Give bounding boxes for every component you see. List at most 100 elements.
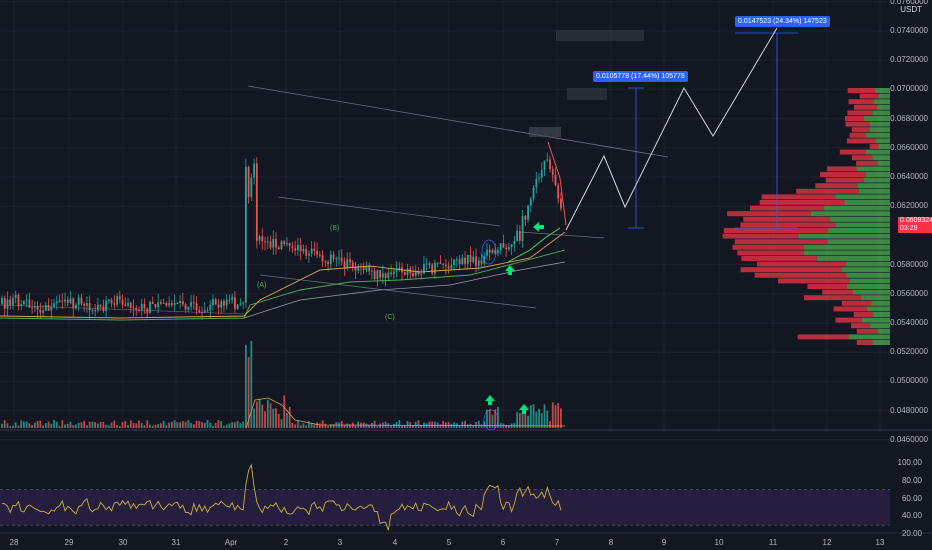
- volume-bar: [346, 423, 348, 428]
- bar-countdown: 03:29: [900, 225, 932, 233]
- candle-body: [83, 304, 85, 306]
- candle-body: [100, 305, 102, 307]
- candle-body: [327, 262, 329, 264]
- candle-body: [122, 300, 124, 305]
- candle-body: [344, 261, 346, 268]
- volume-bar: [220, 421, 222, 428]
- volume-bar: [182, 421, 184, 428]
- volume-bar: [190, 423, 192, 428]
- volume-bar: [144, 425, 146, 428]
- volume-bar: [124, 421, 126, 428]
- volume-bar: [305, 425, 307, 428]
- candle-body: [294, 248, 296, 250]
- candle-body: [461, 258, 463, 264]
- candle-body: [229, 300, 231, 301]
- candle-body: [53, 303, 55, 307]
- profile-bar-sell: [852, 127, 869, 132]
- candle-body: [176, 303, 178, 304]
- candle-body: [56, 302, 58, 303]
- volume-bar: [86, 425, 88, 428]
- profile-bar-sell: [856, 161, 877, 166]
- volume-bar: [283, 395, 285, 428]
- volume-bar: [122, 422, 124, 428]
- volume-bar: [160, 423, 162, 428]
- candle-body: [18, 295, 20, 306]
- time-tick-label: Apr: [225, 538, 237, 547]
- volume-bar: [75, 425, 77, 428]
- price-tick-label: 0.0520000: [890, 347, 928, 356]
- volume-bar: [204, 423, 206, 428]
- profile-bar-sell: [723, 234, 799, 239]
- candle-body: [442, 264, 444, 265]
- candle-body: [303, 249, 305, 251]
- volume-bar: [26, 422, 28, 428]
- volume-bar: [483, 421, 485, 428]
- candle-body: [456, 259, 458, 260]
- candle-body: [4, 298, 6, 309]
- volume-bar: [155, 425, 157, 428]
- candle-body: [198, 310, 200, 312]
- profile-bar-sell: [804, 295, 861, 300]
- volume-bar: [341, 421, 343, 428]
- volume-bar: [461, 422, 463, 428]
- candle-body: [108, 300, 110, 301]
- volume-bar: [97, 424, 99, 428]
- candle-body: [253, 164, 255, 178]
- time-tick-label: 11: [769, 538, 777, 547]
- profile-bar-sell: [848, 88, 876, 93]
- profile-bar-sell: [870, 144, 879, 149]
- volume-bar: [29, 423, 31, 428]
- candle-body: [489, 250, 491, 253]
- volume-bar: [9, 426, 11, 428]
- candle-body: [555, 175, 557, 185]
- volume-bar: [193, 424, 195, 428]
- trend-drawings: [0, 30, 798, 430]
- candle-body: [102, 306, 104, 311]
- volume-bar: [157, 424, 159, 428]
- profile-bar-sell: [807, 284, 846, 289]
- profile-bar-buy: [850, 278, 890, 283]
- measure-label-2[interactable]: 0.0147523 (24.34%) 147523: [735, 16, 830, 27]
- candle-body: [209, 305, 211, 310]
- profile-bar-sell: [851, 323, 870, 328]
- candle-body: [34, 306, 36, 307]
- price-tick-label: 0.0560000: [890, 289, 928, 298]
- time-tick-label: 4: [393, 538, 397, 547]
- volume-bar: [546, 411, 548, 428]
- profile-bar-sell: [854, 105, 877, 110]
- candle-body: [440, 263, 442, 264]
- candle-body: [256, 164, 258, 241]
- volume-bar: [278, 414, 280, 428]
- volume-bar: [138, 420, 140, 428]
- volume-bar: [239, 423, 241, 428]
- volume-bar: [250, 341, 252, 428]
- candle-body: [201, 312, 203, 313]
- candle-body: [23, 301, 25, 304]
- profile-bar-sell: [847, 138, 875, 143]
- candle-body: [48, 305, 50, 311]
- projection-zigzag: [566, 28, 777, 230]
- candle-body: [305, 249, 307, 256]
- profile-bar-buy: [879, 144, 890, 149]
- volume-bar: [237, 421, 239, 428]
- profile-bar-buy: [847, 284, 890, 289]
- candle-body: [330, 254, 332, 264]
- candle-body: [453, 259, 455, 265]
- candle-body: [434, 263, 436, 274]
- profile-bar-buy: [872, 155, 890, 160]
- profile-bar-buy: [877, 105, 890, 110]
- candle-body: [467, 255, 469, 264]
- candle-body: [511, 244, 513, 247]
- volume-bar: [429, 422, 431, 428]
- profile-bar-buy: [824, 206, 890, 211]
- currency-label[interactable]: USDT: [900, 5, 922, 14]
- volume-bar: [209, 423, 211, 428]
- candle-body: [215, 299, 217, 304]
- candle-body: [283, 241, 285, 243]
- candle-body: [86, 303, 88, 306]
- volume-bar: [31, 425, 33, 428]
- measure-label-1[interactable]: 0.0105778 (17.44%) 105778: [593, 71, 688, 82]
- candle-body: [379, 270, 381, 277]
- price-tick-label: 0.0540000: [890, 318, 928, 327]
